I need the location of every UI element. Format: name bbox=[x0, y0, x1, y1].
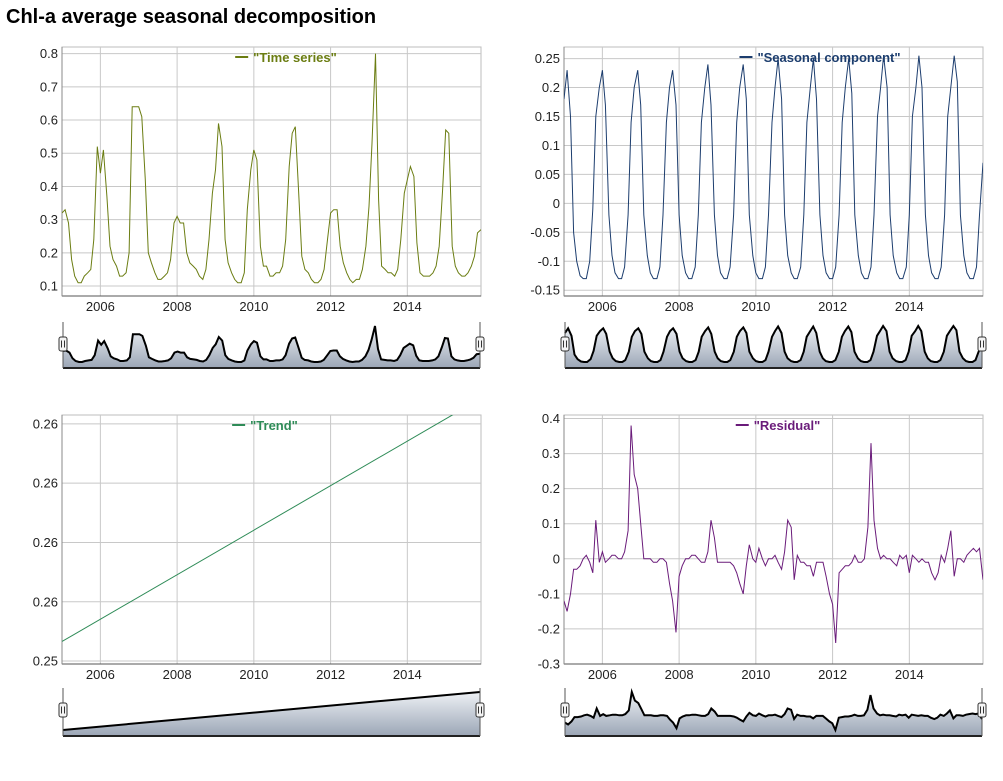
chart-trend: 0.25 0.26 0.26 0.26 0.26 2006 2008 2010 2012 2014… bbox=[33, 414, 485, 737]
y-tick-label: -0.05 bbox=[530, 225, 560, 240]
y-tick-label: 0.1 bbox=[542, 516, 560, 531]
navigator[interactable] bbox=[560, 322, 987, 369]
legend: "Time series" bbox=[235, 50, 337, 65]
navigator-right-handle[interactable] bbox=[475, 702, 485, 718]
x-tick-label: 2006 bbox=[588, 667, 617, 682]
y-tick-label: 0.3 bbox=[40, 212, 58, 227]
y-tick-label: -0.15 bbox=[530, 283, 560, 298]
navigator-line bbox=[62, 325, 481, 364]
x-tick-label: 2010 bbox=[741, 667, 770, 682]
y-tick-label: 0.2 bbox=[542, 80, 560, 95]
y-tick-label: 0.6 bbox=[40, 113, 58, 128]
legend-label: "Residual" bbox=[754, 418, 821, 433]
y-tick-label: 0.1 bbox=[542, 138, 560, 153]
chart-seasonal: -0.15 -0.1 -0.05 0 0.05 0.1 0.15 0.2 0.25 2006 200… bbox=[530, 46, 987, 369]
plot-area bbox=[563, 46, 984, 297]
x-tick-label: 2012 bbox=[316, 299, 345, 314]
x-tick-label: 2006 bbox=[588, 299, 617, 314]
navigator-area bbox=[565, 692, 982, 736]
navigator-left-handle[interactable] bbox=[58, 336, 68, 352]
legend-label: "Trend" bbox=[250, 418, 298, 433]
chart-timeseries: 0.1 0.2 0.3 0.4 0.5 0.6 0.7 0.8 2006 2008 2010 2012… bbox=[40, 46, 485, 369]
y-tick-label: 0.15 bbox=[535, 109, 560, 124]
y-tick-label: 0.5 bbox=[40, 146, 58, 161]
navigator-left-handle[interactable] bbox=[560, 336, 570, 352]
navigator-right-handle[interactable] bbox=[977, 702, 987, 718]
y-tick-label: 0.25 bbox=[535, 51, 560, 66]
y-tick-label: 0.7 bbox=[40, 79, 58, 94]
x-tick-label: 2008 bbox=[163, 667, 192, 682]
y-tick-label: 0.4 bbox=[40, 179, 58, 194]
y-tick-label: 0.25 bbox=[33, 654, 58, 669]
y-tick-label: 0.3 bbox=[542, 446, 560, 461]
plot-area bbox=[61, 414, 482, 665]
legend: "Seasonal component" bbox=[739, 50, 901, 65]
navigator-right-handle[interactable] bbox=[475, 336, 485, 352]
legend: "Residual" bbox=[735, 418, 821, 433]
page-title: Chl-a average seasonal decomposition bbox=[6, 6, 377, 28]
x-tick-label: 2014 bbox=[895, 667, 924, 682]
navigator-right-handle[interactable] bbox=[977, 336, 987, 352]
x-tick-label: 2014 bbox=[393, 299, 422, 314]
x-tick-label: 2008 bbox=[665, 667, 694, 682]
y-tick-label: 0 bbox=[553, 551, 560, 566]
navigator-line bbox=[62, 691, 481, 731]
y-tick-label: 0 bbox=[553, 196, 560, 211]
x-tick-label: 2010 bbox=[239, 299, 268, 314]
legend-label: "Time series" bbox=[253, 50, 337, 65]
y-tick-label: -0.1 bbox=[538, 586, 560, 601]
navigator-area bbox=[63, 692, 480, 736]
legend-label: "Seasonal component" bbox=[757, 50, 900, 65]
x-tick-label: 2008 bbox=[665, 299, 694, 314]
series-line-seasonal bbox=[564, 55, 983, 280]
y-tick-label: 0.05 bbox=[535, 167, 560, 182]
x-tick-label: 2012 bbox=[316, 667, 345, 682]
x-tick-label: 2012 bbox=[818, 299, 847, 314]
chart-residual: -0.3 -0.2 -0.1 0 0.1 0.2 0.3 0.4 2006 2008 2010 201… bbox=[538, 411, 987, 737]
x-tick-label: 2010 bbox=[239, 667, 268, 682]
y-tick-label: -0.3 bbox=[538, 657, 560, 672]
x-tick-label: 2014 bbox=[393, 667, 422, 682]
y-tick-label: 0.2 bbox=[40, 245, 58, 260]
navigator-line bbox=[564, 688, 983, 733]
navigator[interactable] bbox=[58, 688, 485, 737]
series-line-residual bbox=[564, 425, 983, 644]
y-tick-label: 0.26 bbox=[33, 535, 58, 550]
series-line-trend bbox=[62, 415, 454, 642]
y-tick-label: -0.2 bbox=[538, 621, 560, 636]
x-tick-label: 2010 bbox=[741, 299, 770, 314]
y-tick-label: 0.26 bbox=[33, 476, 58, 491]
x-tick-label: 2012 bbox=[818, 667, 847, 682]
y-tick-label: 0.8 bbox=[40, 46, 58, 61]
y-tick-label: 0.4 bbox=[542, 411, 560, 426]
y-tick-label: -0.1 bbox=[538, 254, 560, 269]
navigator[interactable] bbox=[560, 688, 987, 737]
x-tick-label: 2006 bbox=[86, 299, 115, 314]
legend: "Trend" bbox=[232, 418, 298, 433]
y-tick-label: 0.26 bbox=[33, 416, 58, 431]
y-tick-label: 0.26 bbox=[33, 594, 58, 609]
navigator[interactable] bbox=[58, 322, 485, 369]
series-line-timeseries bbox=[62, 53, 481, 284]
navigator-line bbox=[564, 324, 983, 363]
x-tick-label: 2006 bbox=[86, 667, 115, 682]
navigator-left-handle[interactable] bbox=[58, 702, 68, 718]
x-tick-label: 2014 bbox=[895, 299, 924, 314]
y-tick-label: 0.2 bbox=[542, 481, 560, 496]
navigator-left-handle[interactable] bbox=[560, 702, 570, 718]
x-tick-label: 2008 bbox=[163, 299, 192, 314]
y-tick-label: 0.1 bbox=[40, 279, 58, 294]
